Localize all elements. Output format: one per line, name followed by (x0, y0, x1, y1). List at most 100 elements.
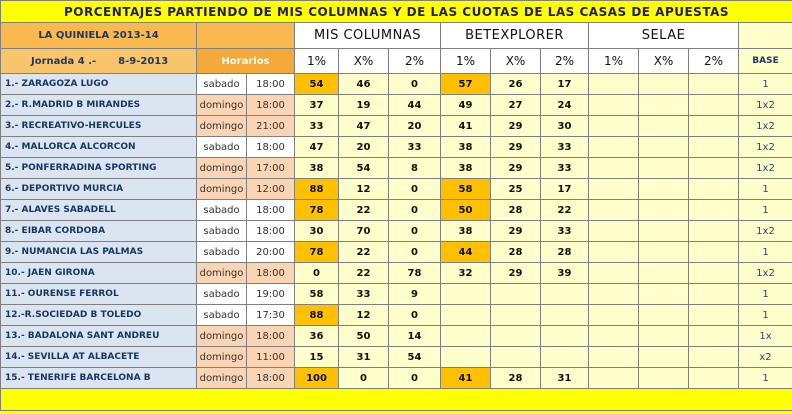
row: Jornada 4 .- 8-9-2013 Horarios 1% X% 2% 1% X% 2%… (0, 48, 792, 74)
percent (588, 241, 639, 263)
percent: 20 (338, 136, 389, 158)
percent: 0 (388, 241, 441, 263)
percent: 17 (540, 73, 589, 95)
percent: 8 (388, 157, 441, 179)
percent: 33 (540, 157, 589, 179)
percent: 32 (440, 262, 491, 284)
percent (490, 325, 541, 347)
time: 18:00 (246, 325, 295, 347)
percent: 33 (294, 115, 339, 137)
day: sabado (196, 220, 247, 242)
percent: 28 (490, 199, 541, 221)
time: 21:00 (246, 115, 295, 137)
sub-header: X% (638, 48, 689, 74)
season: LA QUINIELA 2013-14 (0, 22, 197, 49)
percent: 33 (540, 136, 589, 158)
row: 12.-R.SOCIEDAD B TOLEDO sabado 17:30 88 12 0 1 (0, 304, 792, 326)
percent: 38 (294, 157, 339, 179)
percent: 27 (490, 94, 541, 116)
percent: 50 (440, 199, 491, 221)
percent (638, 157, 689, 179)
match: 7.- ALAVES SABADELL (0, 199, 197, 221)
percent: 22 (540, 199, 589, 221)
header-blank (738, 22, 792, 49)
percent: 15 (294, 346, 339, 368)
percent: 22 (338, 199, 389, 221)
percent: 37 (294, 94, 339, 116)
percent (688, 136, 739, 158)
percent: 39 (540, 262, 589, 284)
time: 18:00 (246, 367, 295, 389)
percent (540, 283, 589, 305)
percent: 22 (338, 262, 389, 284)
day: domingo (196, 157, 247, 179)
time: 11:00 (246, 346, 295, 368)
base: 1 (738, 283, 792, 305)
percent (638, 262, 689, 284)
percent: 14 (388, 325, 441, 347)
percent (688, 115, 739, 137)
percent (440, 304, 491, 326)
percent: 78 (294, 241, 339, 263)
percent: 29 (490, 262, 541, 284)
percent: 54 (388, 346, 441, 368)
date: 8-9-2013 (118, 55, 169, 67)
percent (490, 346, 541, 368)
sub-header: 2% (688, 48, 739, 74)
percent (588, 73, 639, 95)
percent (588, 178, 639, 200)
base: 1x2 (738, 115, 792, 137)
sub-header: 1% (588, 48, 639, 74)
percent: 19 (338, 94, 389, 116)
percent (588, 220, 639, 242)
percent (588, 262, 639, 284)
day: sabado (196, 136, 247, 158)
day: sabado (196, 304, 247, 326)
base: 1x2 (738, 94, 792, 116)
percent (588, 304, 639, 326)
row: 10.- JAEN GIRONA domingo 18:00 0 22 78 32 29 39 1… (0, 262, 792, 284)
day: domingo (196, 262, 247, 284)
percent: 57 (440, 73, 491, 95)
percent: 30 (294, 220, 339, 242)
row: 6.- DEPORTIVO MURCIA domingo 12:00 88 12 0 58 2… (0, 178, 792, 200)
percent (688, 73, 739, 95)
percent (540, 346, 589, 368)
percent (638, 73, 689, 95)
percent: 0 (388, 367, 441, 389)
row: 9.- NUMANCIA LAS PALMAS sabado 20:00 78 22 0 4… (0, 241, 792, 263)
day: sabado (196, 199, 247, 221)
row: LA QUINIELA 2013-14 MIS COLUMNAS BETEXPLOR… (0, 22, 792, 49)
time: 20:00 (246, 241, 295, 263)
percent (638, 241, 689, 263)
percent: 78 (294, 199, 339, 221)
percent: 47 (294, 136, 339, 158)
percent (638, 178, 689, 200)
sub-header: 2% (388, 48, 441, 74)
day: sabado (196, 283, 247, 305)
percent: 31 (540, 367, 589, 389)
match: 8.- EIBAR CORDOBA (0, 220, 197, 242)
percent: 0 (388, 199, 441, 221)
row: 3.- RECREATIVO-HERCULES domingo 21:00 33 47 2… (0, 115, 792, 137)
percent (490, 304, 541, 326)
base: 1x2 (738, 220, 792, 242)
percent: 17 (540, 178, 589, 200)
percent: 41 (440, 115, 491, 137)
percent: 28 (540, 241, 589, 263)
row: 1.- ZARAGOZA LUGO sabado 18:00 54 46 0 57 26 17 1 (0, 73, 792, 95)
percent: 26 (490, 73, 541, 95)
percent: 47 (338, 115, 389, 137)
day: domingo (196, 115, 247, 137)
percent: 31 (338, 346, 389, 368)
title: PORCENTAJES PARTIENDO DE MIS COLUMNAS Y … (0, 0, 792, 23)
match: 11.- OURENSE FERROL (0, 283, 197, 305)
percent: 20 (388, 115, 441, 137)
percent: 33 (338, 283, 389, 305)
base: 1x2 (738, 136, 792, 158)
time: 17:00 (246, 157, 295, 179)
percent (588, 346, 639, 368)
percent (588, 136, 639, 158)
